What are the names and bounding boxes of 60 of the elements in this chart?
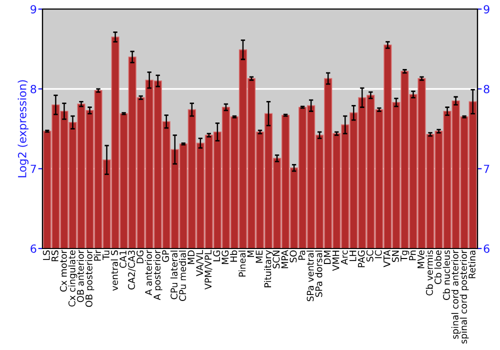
x-tick-label: VTA: [384, 250, 390, 268]
y-tick-label: 6: [30, 244, 36, 253]
x-tick-label: IC: [374, 250, 382, 258]
x-tick-label: spinal cord anterior: [451, 250, 460, 339]
x-tick-label: CA2/CA3: [128, 250, 136, 290]
x-tick-label: VMH: [332, 250, 340, 271]
x-tick-label: Cb lobe: [434, 250, 442, 284]
x-tick-label: LH: [349, 250, 356, 261]
x-tick-label: Arc: [340, 250, 348, 265]
x-tick-label: ME: [256, 250, 263, 263]
x-tick-label: A anterior: [144, 250, 152, 296]
x-tick-label: PAG: [358, 250, 365, 268]
x-tick-label: MG: [222, 250, 229, 264]
x-tick-label: SC: [366, 250, 374, 262]
x-tick-label: SN: [392, 250, 399, 262]
y2-tick-label: 7: [484, 164, 490, 173]
x-tick-label: SPa dorsal: [315, 250, 322, 297]
x-tick-label: Hb: [230, 250, 238, 262]
x-tick-label: Pituitary: [264, 250, 273, 288]
x-tick-label: ventral S: [110, 250, 118, 291]
x-tick-label: LG: [213, 250, 220, 262]
x-tick-label: M: [247, 250, 254, 257]
y2-tick-label: 8: [484, 84, 490, 94]
x-tick-label: Tg: [400, 250, 410, 262]
x-tick-label: CPu lateral: [170, 250, 178, 300]
x-tick-label: DG: [136, 250, 144, 264]
y-tick-label: 9: [30, 5, 36, 14]
x-tick-label: MVe: [418, 250, 424, 268]
x-tick-label: Cb vermis: [426, 250, 433, 296]
x-tick-label: CPu medial: [178, 250, 186, 301]
x-tick-label: Cx cingulate: [68, 250, 78, 307]
x-tick-label: A posterior: [153, 250, 162, 300]
x-tick-label: SO: [290, 250, 297, 262]
x-tick-label: VPM/VPL: [204, 250, 212, 290]
x-tick-label: VA/VL: [196, 250, 204, 276]
x-tick-label: MPA: [281, 250, 288, 268]
x-tick-label: Pa: [298, 250, 306, 260]
y-tick-label: 8: [30, 84, 36, 94]
x-tick-label: Pn: [409, 250, 416, 260]
x-tick-label: Pir: [94, 250, 101, 261]
x-tick-label: OB posterior: [85, 250, 94, 307]
x-tick-label: Tu: [102, 250, 110, 260]
x-tick-label: DM: [324, 250, 331, 264]
x-tick-label: SPa ventral: [306, 250, 314, 302]
x-tick-label: RS: [51, 250, 58, 262]
x-tick-label: GP: [162, 250, 170, 262]
y-tick-label: 7: [30, 164, 36, 173]
y2-tick-label: 9: [484, 5, 490, 14]
y2-tick-label: 6: [484, 244, 490, 253]
x-tick-label: CA1: [120, 250, 126, 268]
x-tick-label: LS: [42, 250, 50, 260]
x-tick-label: Pineal: [238, 250, 246, 276]
x-tick-label: Retina: [468, 250, 476, 278]
x-tick-label: SCN: [272, 250, 280, 268]
x-tick-label: OB anterior: [76, 250, 84, 302]
x-tick-label: MD: [188, 250, 194, 264]
x-tick-label: spinal cord posterior: [460, 250, 469, 344]
x-tick-label: Cx motor: [60, 250, 67, 292]
y-axis-title: Log2 (expression): [18, 80, 28, 178]
x-tick-label: Cb nucleus: [442, 250, 450, 300]
